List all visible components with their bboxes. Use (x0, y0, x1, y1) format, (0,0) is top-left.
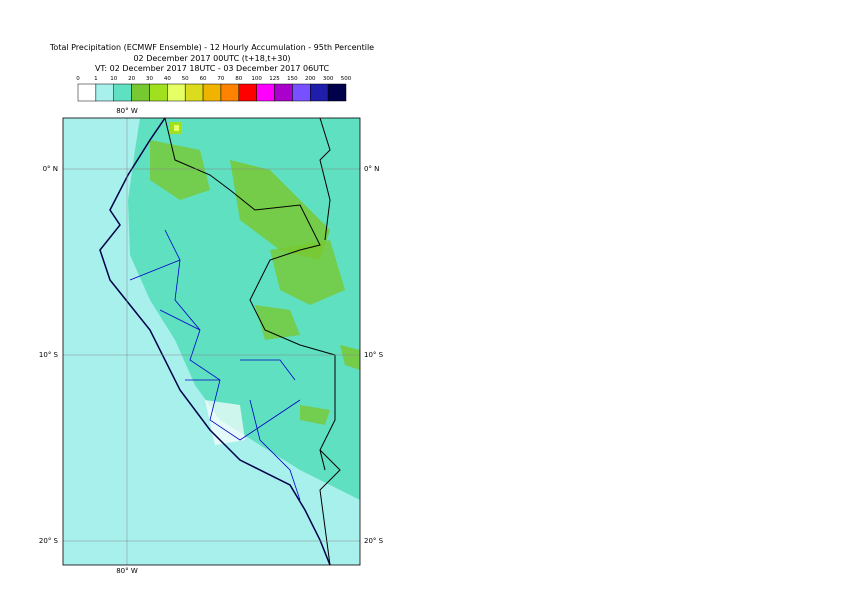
map-frame (62, 117, 361, 566)
legend-label: 300 (323, 76, 334, 82)
lon-label-bottom: 80° W (116, 567, 138, 575)
subtitle: 02 December 2017 00UTC (t+18,t+30) (133, 54, 290, 63)
legend-label: 60 (200, 76, 207, 82)
lat-label: 10° S (364, 351, 384, 359)
lat-label: 0° N (43, 165, 58, 173)
legend-label: 20 (128, 76, 135, 82)
legend-swatch (113, 83, 132, 102)
legend-swatch (256, 83, 275, 102)
legend-label: 1 (94, 76, 98, 82)
legend-label: 125 (269, 76, 280, 82)
lon-label-top: 80° W (116, 107, 138, 115)
legend-label: 10 (110, 76, 117, 82)
legend-swatch (167, 83, 186, 102)
map (63, 118, 360, 565)
legend-swatch (220, 83, 240, 102)
legend-swatch (149, 83, 168, 102)
legend-swatch (202, 83, 222, 102)
legend-label: 500 (341, 76, 352, 82)
legend-label: 200 (305, 76, 316, 82)
legend-label: 40 (164, 76, 171, 82)
legend-label: 80 (235, 76, 242, 82)
lat-label: 0° N (364, 165, 379, 173)
legend-swatch (131, 83, 150, 102)
legend-swatch (238, 83, 257, 102)
legend: 0 1 10 20 30 40 50 60 70 80 100 125 150 200 300 500 (76, 76, 352, 102)
legend-label: 50 (182, 76, 189, 82)
legend-swatch (310, 83, 329, 102)
legend-label: 100 (251, 76, 262, 82)
legend-label: 70 (217, 76, 224, 82)
legend-label: 0 (76, 76, 80, 82)
lat-label: 20° S (364, 537, 384, 545)
legend-label: 150 (287, 76, 298, 82)
lat-label: 20° S (39, 537, 59, 545)
legend-swatch (327, 83, 347, 102)
lat-label: 10° S (39, 351, 59, 359)
valid-time: VT: 02 December 2017 18UTC - 03 December… (95, 64, 329, 73)
legend-label: 30 (146, 76, 153, 82)
legend-swatch (184, 83, 204, 102)
legend-swatch (95, 83, 114, 102)
legend-swatch (77, 83, 97, 102)
title: Total Precipitation (ECMWF Ensemble) - 1… (49, 43, 374, 52)
legend-swatch (292, 83, 311, 102)
legend-swatch (274, 83, 293, 102)
